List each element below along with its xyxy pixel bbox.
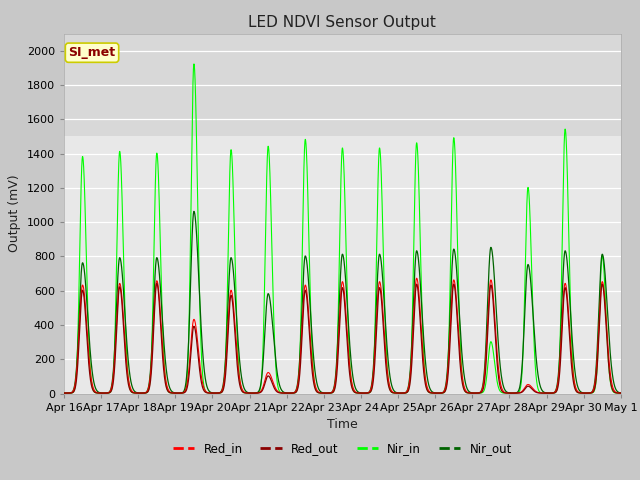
Y-axis label: Output (mV): Output (mV) xyxy=(8,175,21,252)
X-axis label: Time: Time xyxy=(327,418,358,431)
Title: LED NDVI Sensor Output: LED NDVI Sensor Output xyxy=(248,15,436,30)
Text: SI_met: SI_met xyxy=(68,46,116,59)
Bar xyxy=(64,34,621,136)
Legend: Red_in, Red_out, Nir_in, Nir_out: Red_in, Red_out, Nir_in, Nir_out xyxy=(168,437,516,460)
